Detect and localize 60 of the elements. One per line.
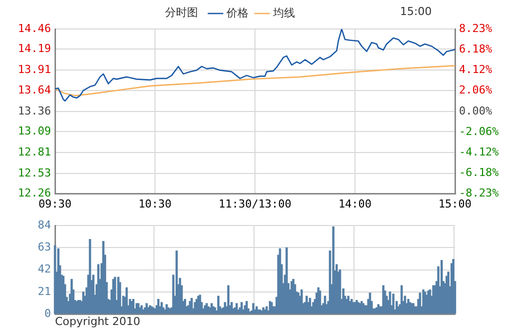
y-tick-label: 13.36 xyxy=(18,104,51,118)
y-tick-label: 12.53 xyxy=(18,166,51,180)
bar xyxy=(227,285,230,314)
bar xyxy=(190,298,193,314)
bar xyxy=(286,247,288,314)
bar xyxy=(57,248,60,314)
bar xyxy=(422,289,424,314)
bar xyxy=(300,289,303,314)
y-tick-label: 13.64 xyxy=(18,83,52,96)
y2-tick-label: -2.06% xyxy=(459,124,500,138)
text: Copyright 2010 xyxy=(55,315,140,328)
bar xyxy=(97,264,100,314)
x-tick-label: 15:00 xyxy=(438,197,472,210)
bar xyxy=(407,298,410,314)
y-tick-label: 12.26 xyxy=(18,186,51,200)
bar xyxy=(252,303,254,314)
bar xyxy=(217,296,220,314)
bar xyxy=(157,298,160,314)
bar xyxy=(102,241,104,314)
bar xyxy=(452,258,454,314)
bar xyxy=(240,302,243,314)
chart-title: 分时图 xyxy=(165,5,198,20)
x-tick-label: 09:30 xyxy=(38,197,72,210)
text: 15:00 xyxy=(400,5,432,18)
bar xyxy=(246,301,248,314)
y2-tick-label: -4.12% xyxy=(459,146,500,159)
y-tick-label: 13.09 xyxy=(18,124,51,138)
y-tick-label: 21 xyxy=(38,284,51,298)
bar xyxy=(117,276,120,314)
y2-tick-label: 0.00% xyxy=(459,104,492,118)
bar xyxy=(236,303,238,314)
legend-label: 价格 xyxy=(226,8,248,20)
bar xyxy=(292,278,294,314)
y-tick-label: 63 xyxy=(38,240,51,254)
y2-tick-label: 4.12% xyxy=(459,63,492,76)
x-tick-label: 14:00 xyxy=(338,197,372,210)
bar xyxy=(332,226,334,314)
y-tick-label: 84 xyxy=(38,218,52,232)
bar xyxy=(176,250,178,314)
y-tick-label: 14.19 xyxy=(18,42,51,56)
bar xyxy=(82,292,84,314)
legend-label: 均线 xyxy=(272,6,295,20)
bar xyxy=(392,294,394,314)
y-tick-label: 0 xyxy=(44,306,51,320)
y2-tick-label: 6.18% xyxy=(459,42,492,56)
y2-tick-label: 2.06% xyxy=(459,84,492,97)
y-tick-label: 42 xyxy=(38,262,51,276)
bar xyxy=(132,298,134,314)
y-tick-label: 14.46 xyxy=(18,22,51,35)
x-tick-label: 11:30/13:00 xyxy=(218,197,292,210)
bar xyxy=(317,287,320,314)
y-tick-label: 12.81 xyxy=(18,145,51,158)
y-tick-label: 13.91 xyxy=(18,63,51,76)
y2-tick-label: -8.23% xyxy=(459,186,500,200)
y2-tick-label: -6.18% xyxy=(459,166,500,180)
x-tick-label: 10:30 xyxy=(138,197,172,210)
y2-tick-label: 8.23% xyxy=(459,22,492,35)
bar xyxy=(400,285,403,314)
bar xyxy=(126,287,128,314)
bar xyxy=(382,285,384,314)
